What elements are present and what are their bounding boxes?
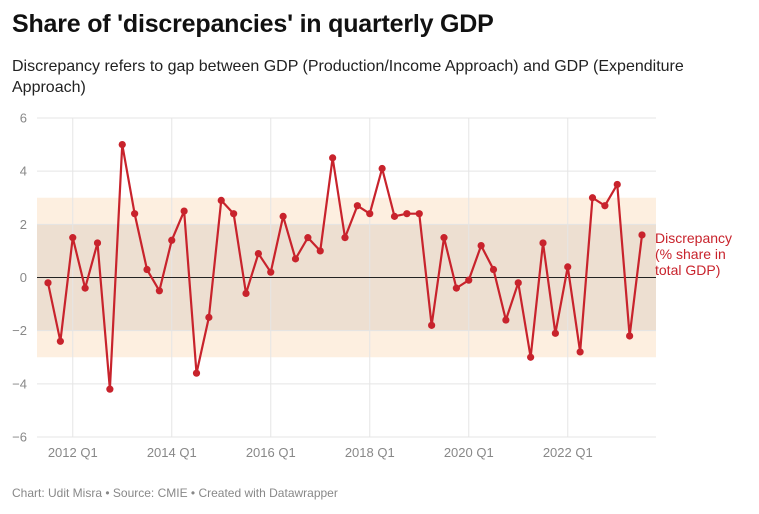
- data-point: [217, 196, 225, 205]
- data-point: [341, 234, 349, 242]
- data-point: [56, 337, 64, 345]
- data-point: [44, 279, 52, 287]
- data-point: [143, 265, 151, 274]
- y-tick-label: −2: [12, 323, 27, 338]
- data-point: [564, 263, 572, 271]
- data-point: [106, 385, 114, 393]
- series-label-line: (% share in: [655, 246, 726, 262]
- y-tick-label: −6: [12, 430, 27, 445]
- data-point: [502, 316, 510, 324]
- data-point: [539, 239, 547, 247]
- data-point: [527, 353, 535, 361]
- data-point: [81, 284, 89, 292]
- y-tick-label: 6: [20, 111, 27, 126]
- data-point: [626, 332, 634, 340]
- data-point: [415, 210, 423, 218]
- y-tick-label: 4: [20, 164, 27, 179]
- data-point: [440, 234, 448, 242]
- data-point: [366, 210, 374, 218]
- data-point: [192, 369, 201, 377]
- data-point: [316, 247, 324, 255]
- series-label-line: total GDP): [655, 262, 720, 278]
- data-point: [254, 249, 262, 258]
- chart-subtitle: Discrepancy refers to gap between GDP (P…: [12, 58, 684, 96]
- x-tick-label: 2016 Q1: [246, 445, 296, 460]
- data-point: [291, 255, 300, 263]
- data-point: [230, 210, 238, 218]
- chart-footer: Chart: Udit Misra • Source: CMIE • Creat…: [12, 486, 338, 500]
- data-point: [638, 231, 646, 239]
- gridlines: [37, 117, 656, 438]
- x-tick-label: 2020 Q1: [444, 445, 494, 460]
- x-tick-label: 2018 Q1: [345, 445, 395, 460]
- data-point: [329, 154, 337, 162]
- data-point: [477, 242, 485, 250]
- data-point: [353, 202, 361, 210]
- data-point: [155, 287, 163, 295]
- data-point: [403, 210, 411, 218]
- data-point: [489, 265, 498, 274]
- x-tick-label: 2012 Q1: [48, 445, 98, 460]
- x-tick-label: 2014 Q1: [147, 445, 197, 460]
- data-point: [242, 289, 250, 298]
- data-point: [390, 212, 399, 220]
- data-point: [588, 194, 597, 202]
- data-point: [551, 329, 559, 337]
- data-point: [465, 276, 473, 284]
- data-point: [168, 236, 176, 244]
- data-point: [205, 313, 213, 321]
- y-tick-label: −4: [12, 376, 27, 391]
- axis-labels: 2012 Q1 2014 Q1 2016 Q1 2018 Q1 2020 Q1 2022 …: [12, 111, 593, 461]
- data-point: [279, 212, 287, 220]
- data-point: [69, 234, 77, 242]
- chart-title: Share of 'discrepancies' in quarterly GD…: [12, 10, 494, 38]
- data-point: [452, 284, 460, 292]
- data-point: [613, 180, 621, 189]
- data-point: [118, 140, 126, 149]
- data-point: [180, 207, 188, 215]
- x-tick-label: 2022 Q1: [543, 445, 593, 460]
- data-point: [304, 234, 312, 242]
- data-point: [378, 164, 386, 173]
- data-point: [131, 210, 139, 218]
- data-point: [267, 268, 275, 276]
- y-tick-label: 2: [20, 217, 27, 232]
- data-point: [514, 279, 522, 287]
- data-point: [428, 321, 436, 329]
- series-discrepancy: [44, 140, 646, 393]
- series-label-line: Discrepancy: [655, 230, 732, 246]
- y-tick-label: 0: [20, 270, 27, 285]
- data-point: [93, 239, 102, 247]
- data-point: [601, 202, 609, 210]
- data-point: [576, 348, 584, 356]
